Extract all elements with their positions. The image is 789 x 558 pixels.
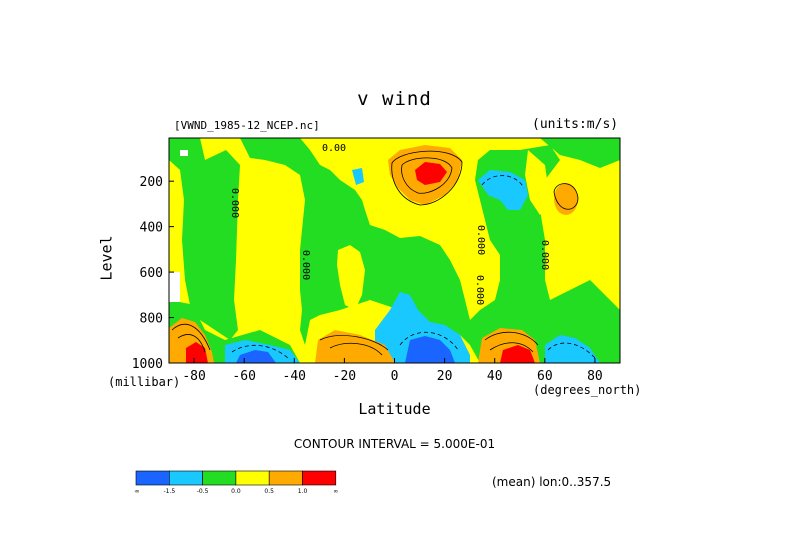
- x-tick-label: 0: [391, 369, 399, 384]
- negative-contour-lines: [231, 175, 596, 361]
- colorbar-swatch: [268, 470, 303, 486]
- orange-region-70N-upper: [554, 183, 578, 215]
- colorbar-swatch: [202, 470, 237, 486]
- missing-cell-2: [180, 150, 188, 156]
- cyan-small-upper: [352, 168, 364, 185]
- units-label: (units:m/s): [532, 117, 619, 132]
- contour-label: 0.000: [300, 250, 311, 280]
- y-axis-unit: (millibar): [108, 375, 181, 389]
- mean-longitude-label: (mean) lon:0..357.5: [492, 475, 612, 489]
- x-tick-label: -20: [333, 369, 356, 384]
- red-jet-50N-surface: [500, 345, 535, 363]
- contour-interval-text: CONTOUR INTERVAL = 5.000E-01: [293, 437, 496, 451]
- colorbar-label: 1.0: [298, 488, 308, 495]
- cyan-region-north-upper: [478, 170, 528, 210]
- x-tick-label: -40: [283, 369, 306, 384]
- colorbar-label: 0.5: [264, 488, 274, 495]
- missing-cell-1: [169, 272, 180, 302]
- colorbar-swatch: [135, 470, 170, 486]
- contour-label: 0.000: [474, 275, 485, 305]
- y-tick-label: 1000: [132, 357, 163, 372]
- x-tick-label: 20: [437, 369, 453, 384]
- colorbar-label: -0.5: [197, 488, 209, 495]
- colorbar: -∞ -1.5 -0.5 0.0 0.5 1.0 ∞: [134, 470, 338, 495]
- y-tick-label: 200: [140, 175, 163, 190]
- yellow-island-north: [525, 150, 550, 215]
- colorbar-swatch: [235, 470, 270, 486]
- contour-lines: [171, 150, 579, 356]
- colorbar-label: -∞: [134, 488, 140, 495]
- orange-region-20S-surface: [315, 330, 395, 363]
- cyan-region-north-surface: [545, 335, 600, 363]
- y-tick-label: 400: [140, 221, 163, 236]
- x-axis-label: Latitude: [358, 400, 431, 418]
- contour-fill: [169, 138, 620, 363]
- colorbar-label: 0.0: [231, 488, 241, 495]
- colorbar-label: ∞: [333, 488, 338, 495]
- x-tick-label: 40: [487, 369, 503, 384]
- x-tick-label: -80: [182, 369, 205, 384]
- blue-jet-south: [236, 350, 276, 363]
- contour-label: 0.000: [229, 188, 240, 218]
- dataset-file-label: [VWND_1985-12_NCEP.nc]: [174, 119, 320, 132]
- x-axis-unit: (degrees_north): [533, 383, 642, 397]
- colorbar-label: -1.5: [163, 488, 175, 495]
- y-tick-label: 600: [140, 266, 163, 281]
- chart-title: v wind: [357, 88, 432, 110]
- y-axis-label: Level: [97, 235, 116, 281]
- blue-jet-equator: [405, 336, 455, 363]
- red-jet-15N-upper: [415, 162, 447, 185]
- cyan-region-equator: [375, 292, 470, 363]
- contour-label: 0.000: [475, 225, 486, 255]
- green-region-west: [169, 138, 240, 340]
- colorbar-swatch: [302, 470, 337, 486]
- colorbar-swatch: [168, 470, 203, 486]
- contour-label-group: 0.00 0.000 0.000 0.000 0.000 0.000: [229, 143, 550, 305]
- red-jet-80S-surface: [186, 342, 208, 363]
- x-axis: -80 -60 -40 -20 0 20 40 60 80: [182, 358, 603, 384]
- green-region-upper-east: [540, 138, 620, 168]
- x-tick-label: 60: [537, 369, 553, 384]
- y-tick-label: 800: [140, 312, 163, 327]
- contour-label: 0.00: [322, 143, 346, 154]
- y-axis: 200 400 600 800 1000: [132, 175, 174, 372]
- x-tick-label: -60: [232, 369, 255, 384]
- yellow-island-south: [337, 245, 365, 310]
- contour-label: 0.000: [539, 240, 550, 270]
- x-tick-label: 80: [587, 369, 603, 384]
